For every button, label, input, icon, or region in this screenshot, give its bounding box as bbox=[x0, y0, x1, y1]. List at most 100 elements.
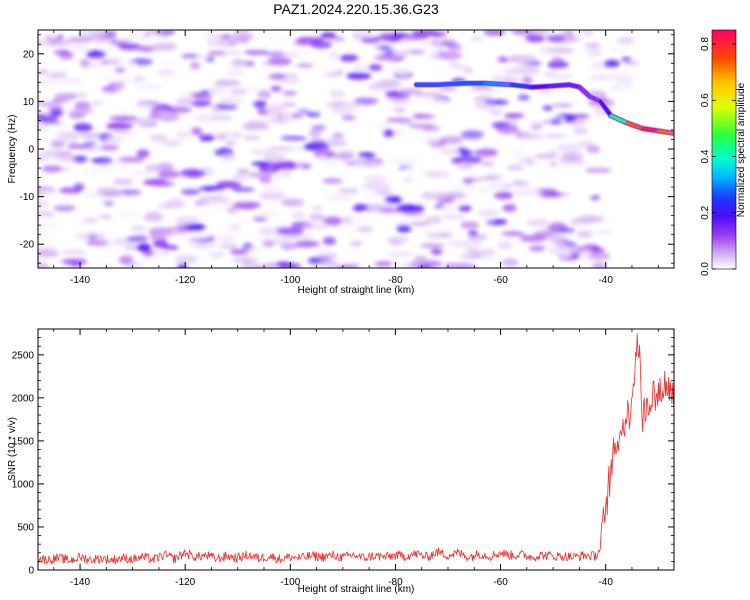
heatmap-cell bbox=[134, 104, 153, 110]
heatmap-cell bbox=[310, 40, 333, 49]
heatmap-cell bbox=[214, 79, 241, 87]
heatmap-cell bbox=[353, 97, 379, 105]
heatmap-cell bbox=[478, 248, 496, 257]
ridge-segment bbox=[436, 81, 466, 87]
heatmap-cell bbox=[522, 75, 533, 85]
heatmap-cell bbox=[441, 214, 466, 219]
heatmap-cell bbox=[337, 188, 360, 194]
heatmap-cell bbox=[578, 250, 591, 256]
heatmap-cell bbox=[38, 69, 49, 75]
heatmap-cell bbox=[216, 134, 227, 140]
heatmap-cell bbox=[132, 117, 158, 127]
heatmap-cell bbox=[61, 156, 76, 162]
heatmap-cell bbox=[38, 189, 56, 194]
heatmap-cell bbox=[501, 231, 525, 237]
x-tick-label: -60 bbox=[493, 275, 508, 286]
heatmap-cell bbox=[167, 106, 193, 113]
heatmap-cell bbox=[402, 177, 415, 182]
heatmap-cell bbox=[190, 83, 202, 92]
colorbar-tick-label: 0.8 bbox=[700, 37, 711, 51]
heatmap-cell bbox=[575, 191, 595, 199]
heatmap-cell bbox=[444, 262, 457, 268]
heatmap-cell bbox=[422, 105, 438, 111]
heatmap-cell bbox=[174, 255, 199, 264]
heatmap-cell bbox=[314, 148, 331, 155]
heatmap-cell bbox=[406, 213, 426, 218]
heatmap-cell bbox=[199, 203, 228, 211]
heatmap-cell bbox=[103, 74, 116, 82]
heatmap-cell bbox=[331, 109, 355, 114]
heatmap-cell bbox=[517, 118, 542, 127]
heatmap-cell bbox=[480, 161, 495, 167]
snr-y-label: SNR (10 * v/v) bbox=[7, 417, 18, 481]
heatmap-cell bbox=[38, 101, 60, 107]
heatmap-cell bbox=[291, 235, 314, 240]
heatmap-cell bbox=[48, 72, 68, 78]
heatmap-cell bbox=[368, 64, 383, 71]
heatmap-cell bbox=[534, 160, 552, 169]
heatmap-cell bbox=[388, 100, 412, 105]
heatmap-cell bbox=[352, 63, 370, 72]
heatmap-cell bbox=[537, 188, 557, 193]
heatmap-cell bbox=[53, 49, 71, 55]
heatmap-cell bbox=[251, 161, 276, 166]
heatmap-cell bbox=[207, 34, 219, 44]
heatmap-cell bbox=[573, 127, 588, 135]
heatmap-cell bbox=[592, 199, 610, 208]
heatmap-cell bbox=[328, 89, 346, 99]
heatmap-cell bbox=[236, 173, 248, 181]
heatmap-cell bbox=[398, 88, 423, 95]
heatmap-cell bbox=[439, 135, 464, 144]
heatmap-cell bbox=[91, 33, 116, 43]
heatmap-cell bbox=[593, 230, 615, 235]
heatmap-cell bbox=[350, 215, 373, 225]
heatmap-cell bbox=[474, 148, 498, 157]
heatmap-cell bbox=[360, 36, 380, 44]
heatmap-cell bbox=[291, 211, 306, 220]
heatmap-cell bbox=[457, 58, 478, 66]
heatmap-cell bbox=[177, 68, 204, 74]
heatmap-cell bbox=[340, 104, 359, 110]
ridge-segment bbox=[577, 85, 592, 99]
heatmap-cell bbox=[281, 169, 292, 179]
heatmap-cell bbox=[308, 128, 322, 138]
heatmap-cell bbox=[502, 258, 519, 267]
heatmap-cell bbox=[399, 39, 414, 44]
heatmap-cell bbox=[519, 156, 534, 165]
heatmap-cell bbox=[233, 30, 250, 37]
heatmap-cell bbox=[251, 243, 265, 250]
heatmap-cell bbox=[275, 261, 291, 267]
heatmap-cell bbox=[117, 43, 142, 50]
heatmap-cell bbox=[578, 140, 595, 148]
heatmap-cell bbox=[198, 186, 226, 192]
heatmap-cell bbox=[387, 239, 398, 244]
colorbar-label: Normalized spectral amplitude bbox=[736, 82, 747, 217]
y-tick-label: -20 bbox=[20, 240, 35, 251]
heatmap-cell bbox=[71, 41, 83, 50]
heatmap-cell bbox=[229, 248, 249, 256]
heatmap-cell bbox=[190, 92, 206, 98]
y-tick-label: 10 bbox=[23, 97, 35, 108]
heatmap-cell bbox=[243, 86, 265, 92]
y-tick-label: 0 bbox=[28, 145, 34, 156]
heatmap-cell bbox=[544, 133, 566, 139]
heatmap-cell bbox=[434, 64, 447, 73]
heatmap-cell bbox=[383, 128, 395, 138]
heatmap-cell bbox=[131, 263, 146, 268]
x-tick-label: -100 bbox=[280, 275, 300, 286]
heatmap-cell bbox=[296, 63, 314, 68]
heatmap-cell bbox=[128, 30, 146, 37]
heatmap-cell bbox=[50, 141, 65, 148]
heatmap-cell bbox=[136, 45, 154, 53]
heatmap-cell bbox=[603, 59, 621, 68]
heatmap-cell bbox=[378, 45, 393, 51]
heatmap-cell bbox=[38, 249, 60, 258]
heatmap-cell bbox=[79, 58, 91, 68]
heatmap-cell bbox=[298, 51, 313, 59]
heatmap-cell bbox=[128, 58, 153, 66]
heatmap-cell bbox=[143, 213, 164, 222]
heatmap-cell bbox=[497, 56, 510, 63]
heatmap-cell bbox=[215, 180, 242, 189]
heatmap-cell bbox=[546, 34, 565, 43]
heatmap-cell bbox=[189, 61, 201, 70]
